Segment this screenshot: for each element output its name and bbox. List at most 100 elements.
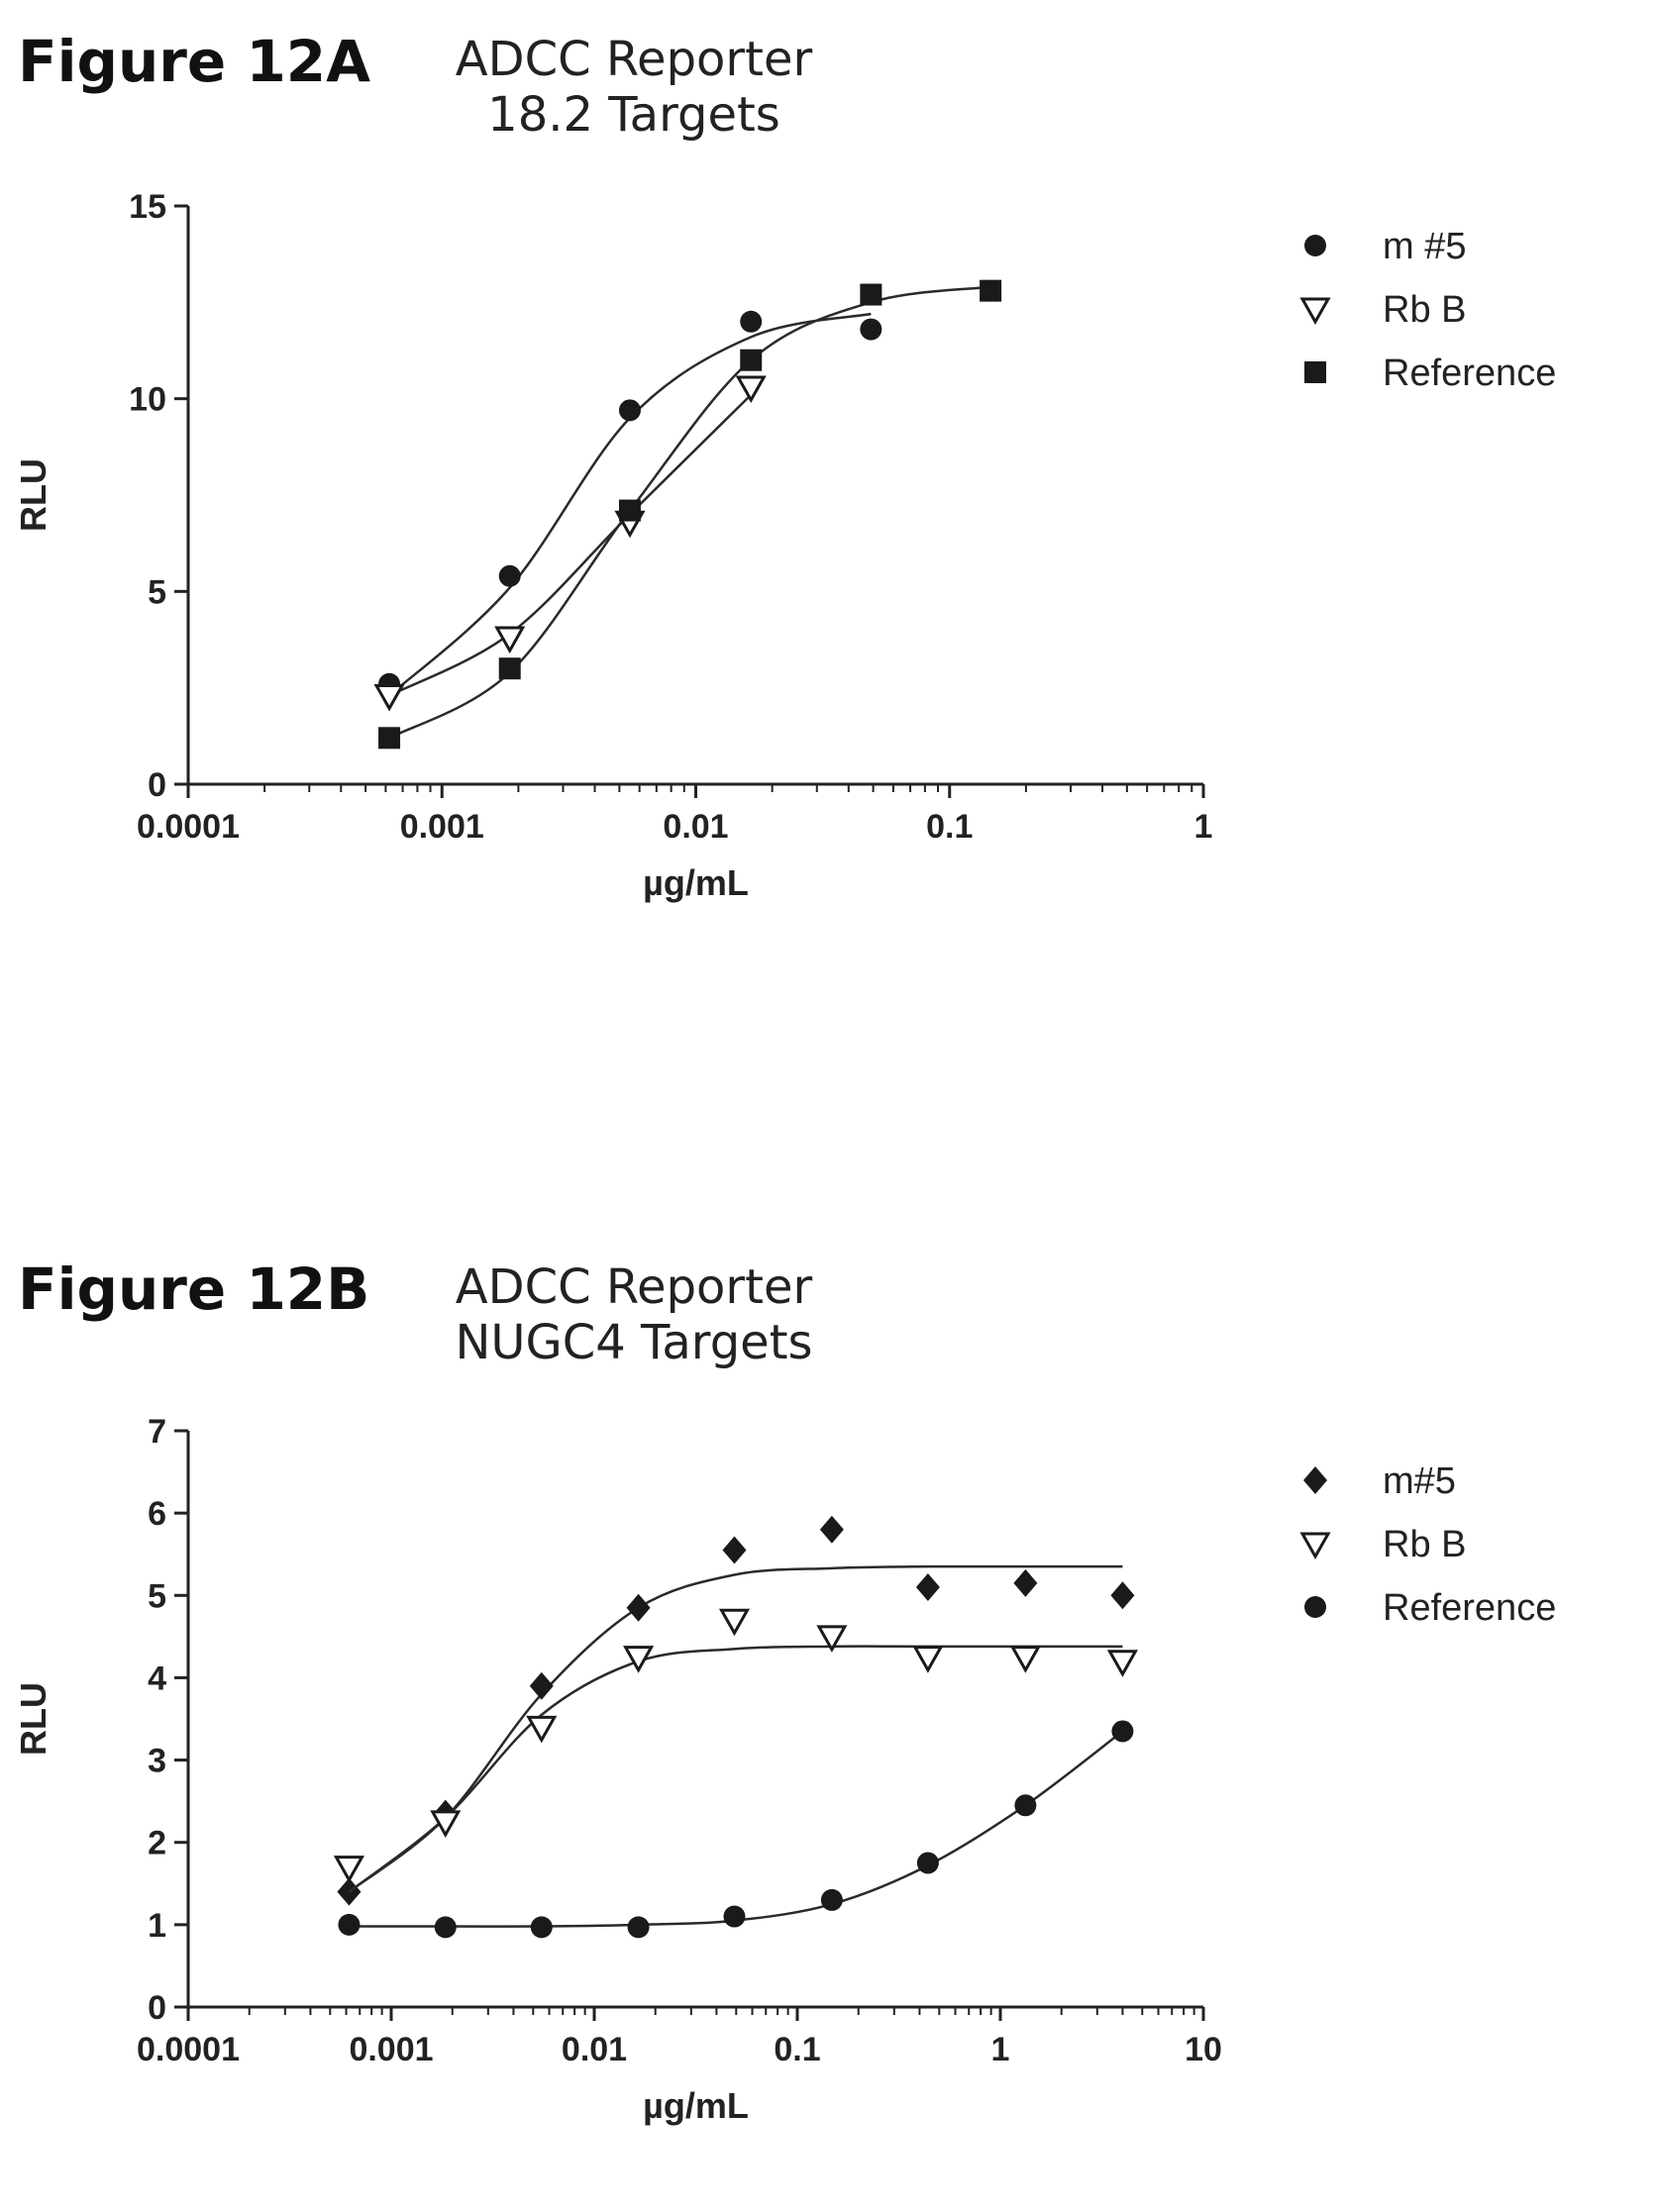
chart-title-line: ADCC Reporter <box>455 32 813 87</box>
y-axis-label: RLU <box>13 1682 53 1756</box>
fit-curve <box>348 1645 1123 1893</box>
figure-label: Figure 12A <box>18 28 371 95</box>
y-tick-label: 0 <box>148 1989 166 2027</box>
chart-subtitle: 18.2 Targets <box>487 87 780 143</box>
data-point <box>1304 235 1326 256</box>
y-tick-label: 6 <box>148 1495 166 1533</box>
data-point <box>430 1810 462 1838</box>
data-point <box>1111 1720 1134 1743</box>
fit-curve <box>349 1730 1124 1928</box>
data-point <box>816 1625 848 1653</box>
legend-label: Reference <box>1383 1587 1556 1629</box>
x-tick-label: 0.0001 <box>137 808 240 846</box>
y-tick-label: 7 <box>148 1413 166 1451</box>
data-point <box>627 1916 650 1939</box>
legend-item: m #5 <box>1304 226 1466 267</box>
data-point <box>1299 1532 1331 1560</box>
data-point <box>378 727 401 750</box>
chart-title-line: ADCC Reporter <box>455 1259 813 1315</box>
x-tick-label: 1 <box>991 2031 1010 2068</box>
data-point <box>722 1536 747 1564</box>
data-point <box>1304 361 1326 383</box>
chart-plot: 0 1 2 3 4 5 6 7 0.0001 0.001 0.01 0.1 1 10 µg/mL RLU m#5… <box>13 1413 1556 2126</box>
legend-item: Reference <box>1304 1587 1556 1629</box>
y-tick-label: 15 <box>129 188 166 226</box>
data-point <box>618 499 641 522</box>
data-point <box>373 683 405 712</box>
y-tick-label: 3 <box>148 1743 166 1780</box>
series-1 <box>333 1608 1138 1893</box>
data-point <box>912 1646 944 1673</box>
chart-title: ADCC Reporter 18.2 Targets <box>376 32 891 143</box>
x-axis-label: µg/mL <box>643 2085 749 2126</box>
data-point <box>498 564 521 587</box>
figure-12a: Figure 12A ADCC Reporter 18.2 Targets 0 5… <box>0 0 1657 1040</box>
data-point <box>718 1608 751 1637</box>
x-tick-label: 0.01 <box>663 808 728 846</box>
legend-item: m#5 <box>1303 1460 1456 1502</box>
series-0 <box>337 1515 1135 1906</box>
fit-curve <box>348 1564 1123 1893</box>
legend-label: Rb B <box>1383 1524 1466 1565</box>
data-point <box>1014 1794 1037 1817</box>
legend-item: Rb B <box>1299 289 1466 331</box>
data-point <box>626 1593 651 1622</box>
series-0 <box>378 310 882 697</box>
data-point <box>498 657 521 680</box>
legend-item: Rb B <box>1299 1524 1466 1565</box>
fit-curve <box>388 393 753 697</box>
y-axis-label: RLU <box>13 458 53 532</box>
legend-label: m #5 <box>1383 226 1466 267</box>
data-point <box>735 375 767 404</box>
x-tick-label: 0.001 <box>400 808 484 846</box>
data-point <box>819 1515 844 1544</box>
data-point <box>530 1916 553 1939</box>
figure-label: Figure 12B <box>18 1256 370 1323</box>
series-2 <box>338 1720 1134 1939</box>
data-point <box>526 1715 558 1744</box>
x-tick-label: 1 <box>1194 808 1213 846</box>
data-point <box>494 626 526 654</box>
chart-title: ADCC Reporter NUGC4 Targets <box>357 1259 911 1370</box>
x-tick-label: 0.1 <box>774 2031 820 2068</box>
legend-label: Rb B <box>1383 289 1466 331</box>
data-point <box>1110 1581 1135 1610</box>
data-point <box>740 349 763 371</box>
y-tick-label: 4 <box>148 1659 166 1697</box>
data-point <box>333 1856 365 1883</box>
chart-subtitle: NUGC4 Targets <box>455 1315 813 1370</box>
data-point <box>1013 1568 1038 1597</box>
legend-label: m#5 <box>1383 1460 1456 1502</box>
y-tick-label: 5 <box>148 573 166 611</box>
data-point <box>1303 1466 1327 1494</box>
data-point <box>723 1905 746 1928</box>
y-tick-label: 10 <box>129 381 166 419</box>
data-point <box>1106 1650 1138 1677</box>
series-2 <box>378 279 1002 750</box>
x-tick-label: 0.1 <box>926 808 973 846</box>
x-tick-label: 0.0001 <box>137 2031 240 2068</box>
data-point <box>820 1888 843 1911</box>
data-point <box>434 1916 457 1939</box>
figure-12b: Figure 12B ADCC Reporter NUGC4 Targets 0… <box>0 1228 1657 2212</box>
y-tick-label: 2 <box>148 1825 166 1862</box>
data-point <box>529 1671 554 1700</box>
legend-item: Reference <box>1304 352 1556 394</box>
fit-curve <box>388 285 991 740</box>
legend-label: Reference <box>1383 352 1556 394</box>
y-tick-label: 1 <box>148 1907 166 1945</box>
data-point <box>860 283 882 306</box>
data-point <box>915 1572 940 1601</box>
x-axis-label: µg/mL <box>643 862 749 903</box>
data-point <box>980 279 1002 302</box>
data-point <box>338 1913 361 1936</box>
series-1 <box>373 375 767 712</box>
chart-plot: 0 5 10 15 0.0001 0.001 0.01 0.1 1 µg/mL RLU m #5 Rb … <box>13 188 1556 903</box>
x-tick-label: 0.01 <box>562 2031 627 2068</box>
data-point <box>860 318 882 341</box>
y-tick-label: 5 <box>148 1577 166 1615</box>
data-point <box>1304 1596 1326 1618</box>
data-point <box>916 1852 939 1874</box>
data-point <box>1299 297 1331 326</box>
fit-curve <box>388 312 872 697</box>
